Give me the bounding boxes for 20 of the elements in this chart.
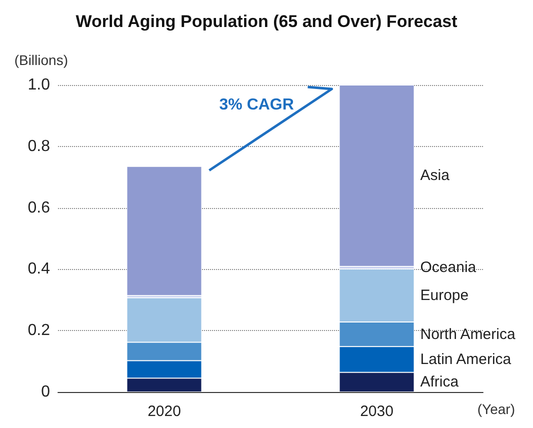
x-axis-title: (Year) [477,401,516,417]
y-tick-label: 0.2 [28,322,50,340]
y-axis-title: (Billions) [14,52,68,68]
series-label: North America [420,326,516,343]
bar [339,85,414,266]
series-label: Latin America [420,350,512,368]
y-tick-label: 0.8 [28,138,50,155]
series-label: Asia [420,167,450,184]
series-label: Oceania [420,259,477,276]
y-tick-label: 0.4 [28,260,50,278]
series-label: Africa [420,374,460,391]
x-tick-label: 2020 [148,403,181,420]
chart-title: World Aging Population (65 and Over) Forecast [76,12,458,31]
bar [126,166,202,296]
y-tick-label: 0.6 [28,199,50,216]
y-tick-label: 0 [41,384,50,400]
y-tick-label: 1.0 [28,76,50,94]
x-tick-label: 2030 [360,403,394,420]
annotation: 3% CAGR [219,96,294,114]
series-label: Europe [420,286,469,304]
